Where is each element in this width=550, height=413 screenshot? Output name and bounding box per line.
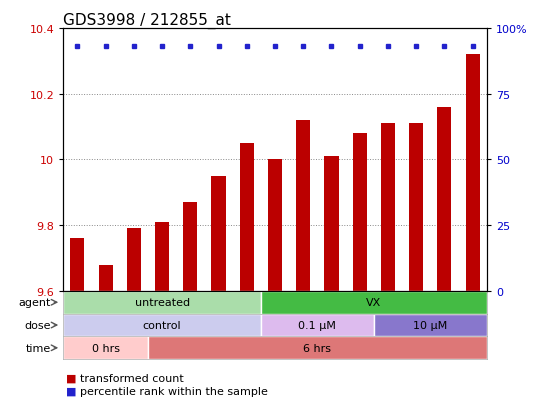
Bar <box>261 314 374 337</box>
Text: untreated: untreated <box>135 297 190 308</box>
Text: ■: ■ <box>66 373 76 383</box>
Text: agent: agent <box>18 297 51 308</box>
Bar <box>63 314 261 337</box>
Bar <box>261 291 487 314</box>
Bar <box>212 176 225 291</box>
Bar <box>183 203 197 291</box>
Bar <box>268 160 282 291</box>
Text: GDS3998 / 212855_at: GDS3998 / 212855_at <box>63 13 231 29</box>
Bar <box>374 314 487 337</box>
Bar <box>296 121 310 291</box>
Bar <box>409 124 424 291</box>
Text: 6 hrs: 6 hrs <box>304 343 331 353</box>
Bar <box>353 134 367 291</box>
Bar <box>465 55 480 291</box>
Text: 10 μM: 10 μM <box>413 320 447 330</box>
Bar <box>240 144 254 291</box>
Bar <box>63 291 261 314</box>
Bar <box>155 222 169 291</box>
Text: control: control <box>143 320 182 330</box>
Bar <box>324 157 339 291</box>
Text: dose: dose <box>24 320 51 330</box>
Bar <box>381 124 395 291</box>
Bar <box>126 229 141 291</box>
Text: percentile rank within the sample: percentile rank within the sample <box>80 386 268 396</box>
Text: ■: ■ <box>66 386 76 396</box>
Bar <box>98 265 113 291</box>
Text: 0 hrs: 0 hrs <box>92 343 119 353</box>
Bar <box>148 337 487 359</box>
Text: 0.1 μM: 0.1 μM <box>299 320 336 330</box>
Bar <box>70 239 85 291</box>
Text: time: time <box>25 343 51 353</box>
Bar <box>437 107 452 291</box>
Text: VX: VX <box>366 297 382 308</box>
Bar <box>63 337 148 359</box>
Text: transformed count: transformed count <box>80 373 184 383</box>
